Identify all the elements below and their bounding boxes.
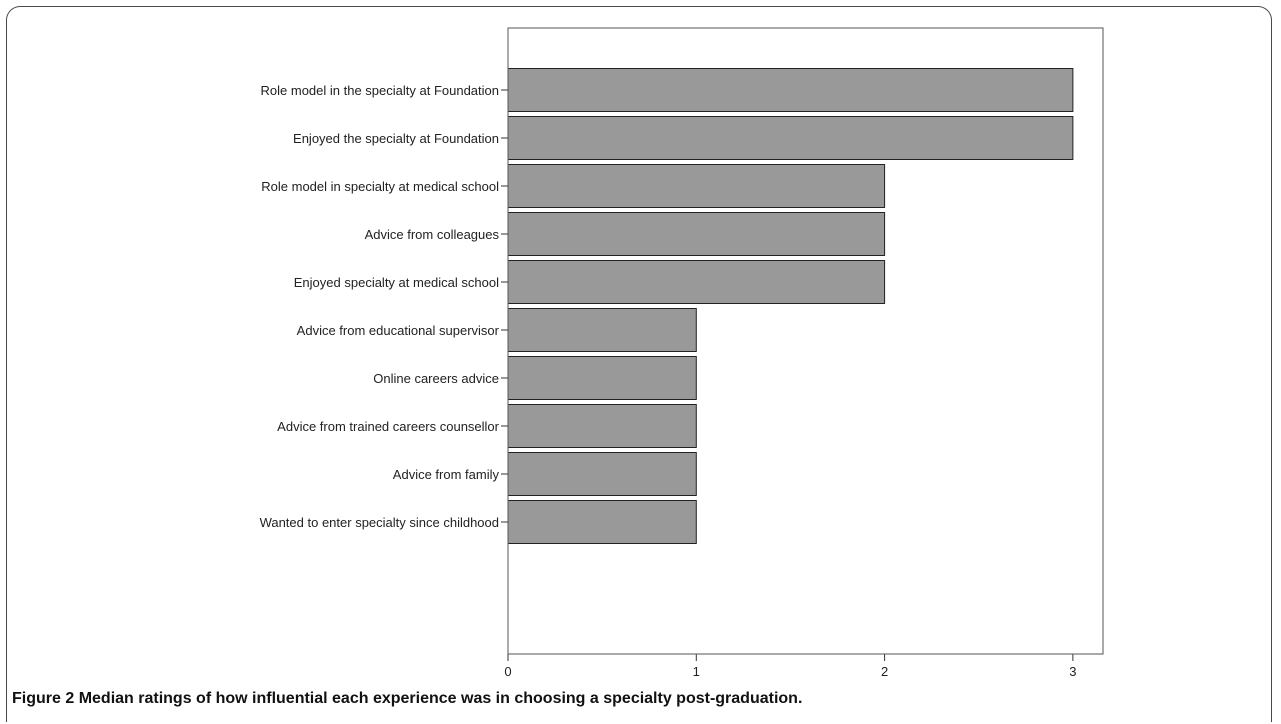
category-labels: Role model in the specialty at Foundatio… <box>260 83 508 530</box>
category-label: Wanted to enter specialty since childhoo… <box>260 515 499 530</box>
bar <box>507 500 697 544</box>
figure-frame <box>6 6 1272 722</box>
category-label: Advice from colleagues <box>365 227 500 242</box>
category-label: Advice from educational supervisor <box>297 323 500 338</box>
x-tick-label: 1 <box>693 664 700 679</box>
category-label: Enjoyed specialty at medical school <box>294 275 499 290</box>
x-tick-label: 0 <box>504 664 511 679</box>
plot-area <box>507 27 1104 655</box>
bar <box>507 452 697 496</box>
bar <box>507 68 1074 112</box>
bar <box>507 116 1074 160</box>
bar <box>507 164 886 208</box>
bar <box>507 308 697 352</box>
bars-group <box>507 68 1074 544</box>
bar <box>507 212 886 256</box>
category-label: Advice from trained careers counsellor <box>277 419 499 434</box>
x-axis-ticks: 0 1 2 3 <box>504 654 1076 679</box>
category-label: Enjoyed the specialty at Foundation <box>293 131 499 146</box>
figure-caption-text: Median ratings of how influential each e… <box>78 690 803 707</box>
bar <box>507 356 697 400</box>
category-label: Role model in specialty at medical schoo… <box>261 179 499 194</box>
category-label: Role model in the specialty at Foundatio… <box>261 83 499 98</box>
category-label: Online careers advice <box>373 371 499 386</box>
bar <box>507 260 886 304</box>
x-tick-label: 2 <box>881 664 888 679</box>
figure-caption: Figure 2 Median ratings of how influenti… <box>12 690 1272 708</box>
x-tick-label: 3 <box>1069 664 1076 679</box>
bar <box>507 404 697 448</box>
category-label: Advice from family <box>393 467 500 482</box>
figure-label: Figure 2 <box>12 690 75 707</box>
bar-chart: Role model in the specialty at Foundatio… <box>260 27 1104 679</box>
